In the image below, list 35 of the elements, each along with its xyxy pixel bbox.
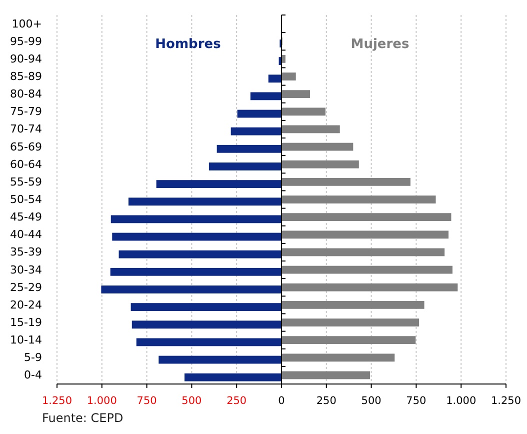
x-tick-label: 1.250 <box>42 395 72 407</box>
x-tick-label: 500 <box>361 395 382 407</box>
y-tick-label: 50-54 <box>10 193 42 206</box>
y-tick-label: 40-44 <box>10 228 42 242</box>
text: Hombres <box>155 37 222 52</box>
source-note: Fuente: CEPD <box>42 411 124 425</box>
x-tick-label: 1.000 <box>86 395 117 407</box>
y-tick-label: 5-9 <box>24 351 42 364</box>
x-tick-label: 500 <box>182 395 202 407</box>
x-tick-label: 250 <box>226 395 247 407</box>
y-tick-label: 95-99 <box>10 34 42 48</box>
y-tick-label: 45-49 <box>10 210 42 224</box>
y-tick-label: 75-79 <box>10 105 42 118</box>
y-tick-label: 80-84 <box>10 88 42 101</box>
x-tick-label: 750 <box>406 395 426 407</box>
y-tick-label: 10-14 <box>10 334 42 347</box>
y-tick-label: 70-74 <box>10 122 42 136</box>
y-tick-label: 85-89 <box>10 70 42 83</box>
x-tick-label: 250 <box>316 395 336 407</box>
y-tick-label: 100+ <box>12 17 42 30</box>
y-tick-label: 0-4 <box>24 368 42 382</box>
y-tick-label: 15-19 <box>10 316 42 329</box>
y-tick-label: 90-94 <box>10 52 42 66</box>
y-tick-label: 25-29 <box>10 280 42 294</box>
x-tick-label: 1.250 <box>490 395 522 407</box>
y-tick-label: 60-64 <box>10 158 42 171</box>
y-tick-label: 20-24 <box>10 298 42 312</box>
x-tick-label: 750 <box>136 395 157 407</box>
y-tick-label: 65-69 <box>10 140 42 154</box>
y-tick-label: 35-39 <box>10 246 42 259</box>
x-tick-label: 1.000 <box>446 395 476 407</box>
y-tick-label: 55-59 <box>10 175 42 188</box>
x-tick-label: 0 <box>278 395 285 407</box>
text: Mujeres <box>350 37 410 52</box>
y-tick-label: 30-34 <box>10 263 42 276</box>
